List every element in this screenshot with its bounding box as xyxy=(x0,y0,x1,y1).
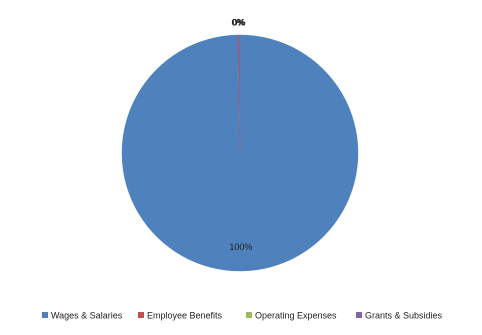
legend-swatch xyxy=(42,312,48,318)
legend-label: Grants & Subsidies xyxy=(365,310,443,320)
slice-label: 0% xyxy=(233,18,246,28)
slice-label: 0% xyxy=(231,18,244,28)
legend-swatch xyxy=(138,312,144,318)
legend-label: Operating Expenses xyxy=(255,310,337,320)
legend-label: Wages & Salaries xyxy=(51,310,123,320)
slice-label: 0% xyxy=(232,18,245,28)
legend-label: Employee Benefits xyxy=(147,310,223,320)
legend-swatch xyxy=(356,312,362,318)
slice-label: 100% xyxy=(229,242,252,252)
legend-swatch xyxy=(246,312,252,318)
pie-slice xyxy=(238,34,241,154)
